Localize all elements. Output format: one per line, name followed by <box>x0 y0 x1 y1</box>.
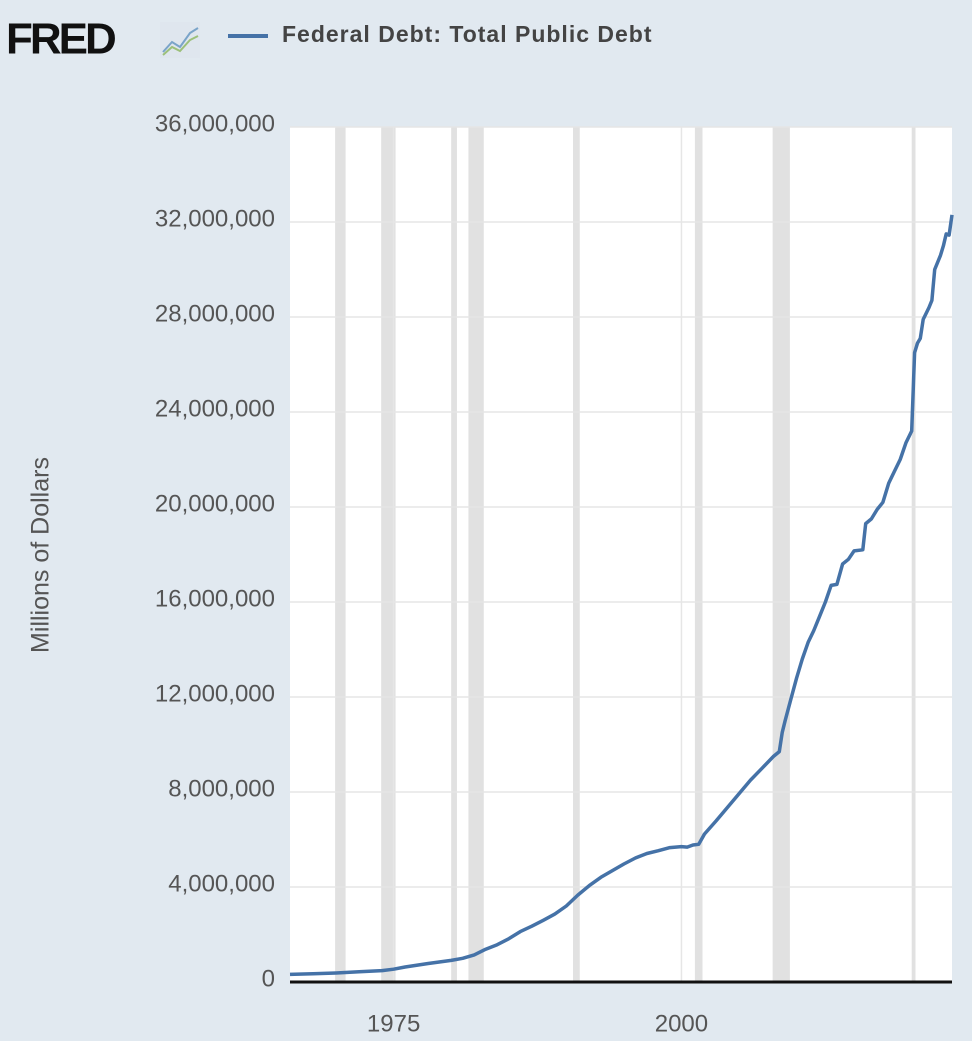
x-tick-label: 2000 <box>655 1010 708 1037</box>
y-tick-label: 4,000,000 <box>168 870 275 897</box>
plot-area <box>290 127 952 982</box>
y-axis-title: Millions of Dollars <box>27 457 55 653</box>
recession-band <box>335 127 346 982</box>
logo: FRED <box>6 15 115 64</box>
y-tick-label: 12,000,000 <box>155 680 275 707</box>
recession-band <box>911 127 916 982</box>
y-tick-label: 20,000,000 <box>155 490 275 517</box>
x-tick-label: 1975 <box>367 1010 420 1037</box>
recession-band <box>468 127 484 982</box>
y-tick-label: 36,000,000 <box>155 110 275 137</box>
logo-icon <box>160 22 200 58</box>
y-tick-label: 0 <box>262 965 275 992</box>
recession-band <box>572 127 580 982</box>
recession-band <box>451 127 457 982</box>
recession-band <box>772 127 790 982</box>
y-tick-label: 16,000,000 <box>155 585 275 612</box>
recession-band <box>694 127 703 982</box>
y-tick-label: 8,000,000 <box>168 775 275 802</box>
data-line <box>289 214 954 977</box>
y-tick-label: 32,000,000 <box>155 205 275 232</box>
y-tick-label: 24,000,000 <box>155 395 275 422</box>
y-tick-label: 28,000,000 <box>155 300 275 327</box>
recession-band <box>381 127 396 982</box>
legend-label: Federal Debt: Total Public Debt <box>282 21 653 47</box>
